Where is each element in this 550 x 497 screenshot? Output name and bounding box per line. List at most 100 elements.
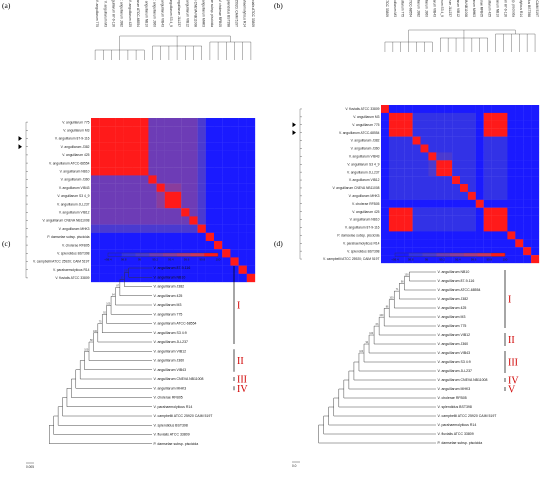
heatmap-cell xyxy=(381,168,390,177)
heatmap-cell xyxy=(491,136,500,145)
heatmap-cell xyxy=(173,191,182,201)
colorbar-segment xyxy=(408,253,423,257)
heatmap-cell xyxy=(381,136,390,145)
tree-leaf-label: V. anguillarum ATCC-68554 xyxy=(438,288,481,292)
heatmap-cell xyxy=(444,144,453,153)
tree-leaf-label: V. anguillarum JLL237 xyxy=(154,340,189,344)
heatmap-cell xyxy=(396,112,405,121)
arrow-marker-icon xyxy=(18,144,22,150)
heatmap-cell xyxy=(388,191,397,200)
heatmap-cell xyxy=(436,223,445,232)
heatmap-cell xyxy=(444,176,453,185)
heatmap-row-label: V. anguillarum JLL237 xyxy=(347,170,380,174)
heatmap-cell xyxy=(444,239,453,248)
colorbar-tick-label: 99.8 xyxy=(486,258,492,262)
heatmap-cell xyxy=(230,183,239,192)
heatmap-cell xyxy=(222,232,231,242)
heatmap-cell xyxy=(499,152,508,161)
heatmap-col-label: V. splendidus BST398 xyxy=(226,0,230,27)
heatmap-cell xyxy=(197,134,206,143)
heatmap-cell xyxy=(499,136,508,145)
tree-panel-d: V. anguillarum NB10 V. anguillarum 87-9-1… xyxy=(292,270,519,468)
heatmap-cell xyxy=(123,134,133,143)
heatmap-cell xyxy=(388,168,397,177)
heatmap-cell xyxy=(404,144,413,153)
tree-panel-c: V. anguillarum 87-9-116 V. anguillarum NB… xyxy=(26,266,248,469)
heatmap-cell xyxy=(164,224,174,233)
heatmap-cell xyxy=(523,184,532,193)
heatmap-cell xyxy=(452,223,461,232)
heatmap-cell xyxy=(214,265,223,274)
heatmap-cell xyxy=(460,231,469,240)
heatmap-cell xyxy=(99,191,108,201)
tree-leaf-label: V. anguillarum CNEVA NB11008 xyxy=(438,378,488,382)
heatmap-cell xyxy=(467,255,476,264)
heatmap-cell xyxy=(396,199,405,208)
heatmap-cell xyxy=(420,215,429,224)
tree-leaf-label: V. anguillarum NB10 xyxy=(438,270,470,274)
heatmap-cell xyxy=(507,120,516,129)
heatmap-cell xyxy=(189,126,198,135)
heatmap-row-label: V. anguillarum NB10 xyxy=(60,170,90,174)
heatmap-cell xyxy=(381,128,390,137)
heatmap-cell xyxy=(148,118,157,127)
heatmap-cell xyxy=(140,183,149,192)
colorbar-tick-label: 99.2 xyxy=(439,258,445,262)
heatmap-cell xyxy=(523,207,532,216)
heatmap-cell xyxy=(99,241,108,250)
heatmap-cell xyxy=(189,118,198,127)
heatmap-cell xyxy=(460,112,469,121)
heatmap-cell xyxy=(181,183,190,192)
heatmap-cell xyxy=(230,208,239,217)
heatmap-cell xyxy=(396,105,405,114)
heatmap-cell xyxy=(428,223,437,232)
heatmap-cell xyxy=(428,105,437,114)
heatmap-cell xyxy=(507,112,516,121)
heatmap-cell xyxy=(214,224,223,233)
heatmap-cell xyxy=(238,208,247,217)
heatmap-cell xyxy=(222,241,231,250)
heatmap-col-label: V. anguillarum VIB12 xyxy=(456,0,460,17)
heatmap-cell xyxy=(460,105,469,114)
heatmap-cell xyxy=(115,175,124,184)
heatmap-col-label: V. cholerae RFB05 xyxy=(480,0,484,17)
heatmap-cell xyxy=(214,200,223,209)
heatmap-cell xyxy=(230,265,239,274)
heatmap-cell xyxy=(246,118,256,127)
heatmap-cell xyxy=(531,105,540,114)
heatmap-cell xyxy=(189,191,198,201)
heatmap-cell xyxy=(444,184,453,193)
heatmap-cell xyxy=(412,231,421,240)
tree-leaf-label: V. campbellii ATCC 25920 CAIM 519T xyxy=(438,414,498,418)
heatmap-cell xyxy=(246,224,256,233)
heatmap-cell xyxy=(91,150,100,160)
heatmap-cell xyxy=(428,112,437,121)
heatmap-cell xyxy=(197,118,206,127)
heatmap-row-label: V. anguillarum S3 4_9 xyxy=(57,194,89,198)
bootstrap-value: 100 xyxy=(359,350,364,353)
heatmap-col-label: V. splendidus BST398 xyxy=(527,0,531,17)
heatmap-cell xyxy=(148,257,157,266)
heatmap-cell xyxy=(491,255,500,264)
heatmap-cell xyxy=(140,175,149,184)
heatmap-cell xyxy=(523,160,532,169)
heatmap-cell xyxy=(531,207,540,216)
heatmap-cell xyxy=(436,255,445,264)
heatmap-cell xyxy=(381,191,390,200)
heatmap-cell xyxy=(404,255,413,264)
heatmap-col-label: V. fluvialis ATCC 33809 xyxy=(385,0,389,17)
heatmap-cell xyxy=(148,175,157,184)
heatmap-cell xyxy=(483,152,492,161)
tree-leaf-label: V. splendidus BST398 xyxy=(154,423,188,427)
heatmap-cell xyxy=(115,167,124,176)
heatmap-cell xyxy=(507,215,516,224)
heatmap-cell xyxy=(460,184,469,193)
heatmap-cell xyxy=(189,241,198,250)
heatmap-cell xyxy=(483,247,492,256)
heatmap-cell xyxy=(173,273,182,283)
heatmap-cell xyxy=(214,273,223,283)
clade-label: III xyxy=(508,358,518,369)
heatmap-cell xyxy=(428,247,437,256)
heatmap-cell xyxy=(467,199,476,208)
bootstrap-value: 86 xyxy=(386,305,389,308)
